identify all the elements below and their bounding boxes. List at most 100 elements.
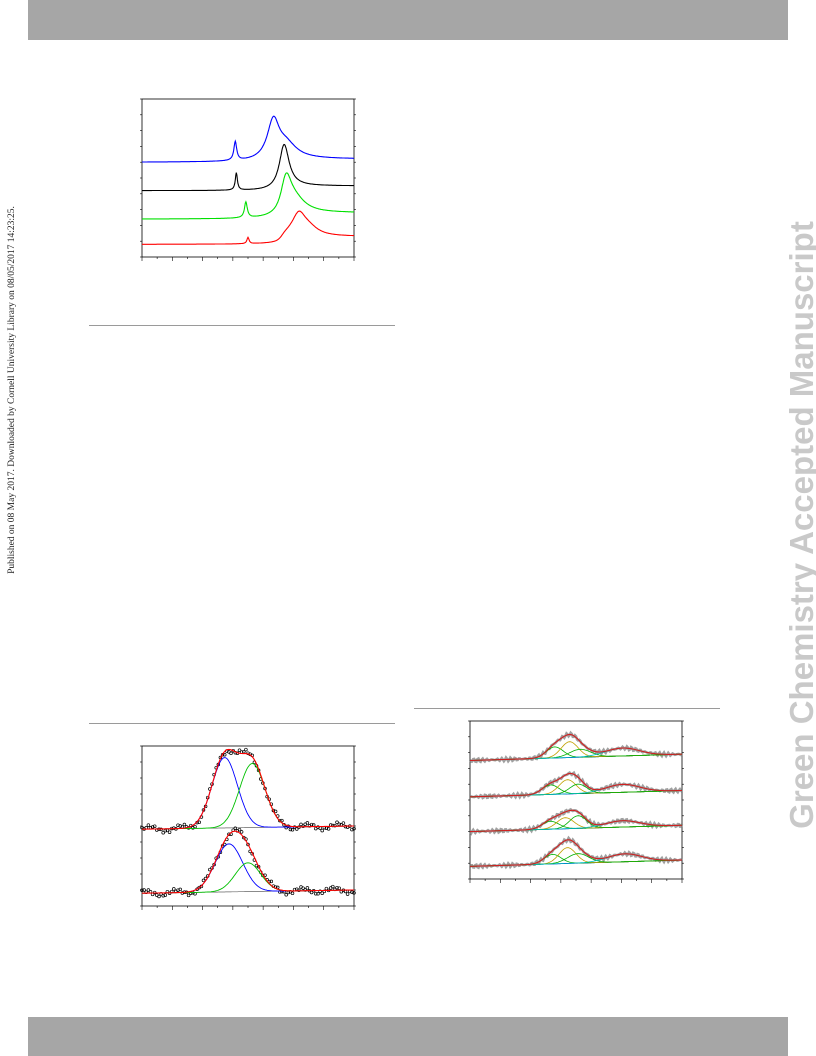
fig2-point <box>320 828 324 833</box>
fig3-envelope <box>469 839 682 867</box>
fig2-point <box>278 818 282 823</box>
fig3-envelope <box>470 809 682 833</box>
fig2-point <box>237 827 242 832</box>
fig3-envelope <box>470 733 682 762</box>
fig2-point <box>269 879 274 884</box>
fig2-point <box>197 820 201 825</box>
fig2-point <box>186 893 191 898</box>
fig2-envelope <box>142 748 354 830</box>
section-rule-2 <box>89 723 395 724</box>
fig2-point <box>227 832 231 837</box>
section-rule-1 <box>89 325 395 326</box>
fig2-point <box>142 888 146 892</box>
fig2-point <box>182 822 187 827</box>
fig2-envelope <box>142 830 354 894</box>
fig2-point <box>233 826 238 830</box>
fig3-frame <box>469 720 683 880</box>
fig2-point <box>161 830 165 835</box>
fig2-point <box>140 888 144 892</box>
fig2-stack-1 <box>140 826 356 899</box>
fig2-component-1 <box>142 757 354 830</box>
fig1-series-0 <box>142 115 354 163</box>
publication-info-text: Published on 08 May 2017. Downloaded by … <box>7 206 17 574</box>
fig2-point <box>345 892 350 896</box>
fig1-series-1 <box>142 143 354 192</box>
fig2-point <box>231 748 235 753</box>
fig2-point <box>150 825 155 829</box>
fig2-point <box>299 822 303 827</box>
fig2-component-2 <box>142 862 354 894</box>
header-bar <box>28 0 788 40</box>
fig3-data <box>468 807 684 836</box>
fig3-stack-0 <box>468 730 683 764</box>
fig2-ticks <box>140 745 356 910</box>
footer-bar <box>28 1017 788 1056</box>
fig2-point <box>178 887 182 892</box>
figure-bottom-right <box>468 720 684 883</box>
fig3-component-0 <box>469 853 683 867</box>
fig2-point <box>222 753 227 757</box>
fig2-point <box>280 818 284 823</box>
fig2-point <box>290 828 295 832</box>
fig2-point <box>335 885 339 890</box>
section-rule-3 <box>414 708 720 709</box>
publication-info: Published on 08 May 2017. Downloaded by … <box>5 120 19 660</box>
fig2-point <box>295 827 299 831</box>
fig2-point <box>239 830 244 834</box>
fig1-ticks <box>140 98 356 261</box>
figure-bottom-left <box>140 745 356 910</box>
fig2-point <box>237 748 242 752</box>
fig2-point <box>273 809 278 814</box>
fig2-point <box>314 891 318 896</box>
fig3-stack-3 <box>468 835 683 870</box>
fig2-point <box>320 891 324 895</box>
fig3-envelope <box>470 772 682 798</box>
fig2-point <box>337 886 341 890</box>
fig2-point <box>244 747 248 752</box>
fig2-point <box>341 821 346 825</box>
fig2-point <box>352 891 356 895</box>
fig2-point <box>201 878 206 883</box>
fig1-series-3 <box>142 210 354 245</box>
fig2-point <box>333 823 337 828</box>
fig2-point <box>152 824 157 828</box>
fig2-point <box>301 886 305 890</box>
fig1-series-2 <box>142 172 354 220</box>
fig2-point <box>157 894 161 899</box>
fig2-point <box>246 842 250 847</box>
fig2-point <box>278 890 282 894</box>
fig2-point <box>331 884 335 889</box>
fig2-point <box>167 830 172 834</box>
fig2-point <box>163 893 168 897</box>
fig2-point <box>335 820 339 825</box>
fig2-point <box>350 890 354 894</box>
fig2-point <box>172 887 176 891</box>
fig2-point <box>305 886 310 890</box>
fig2-point <box>309 822 314 827</box>
watermark: Green Chemistry Accepted Manuscript <box>772 221 816 829</box>
fig2-component-1 <box>142 843 354 894</box>
fig3-ticks <box>468 720 684 883</box>
fig2-component-2 <box>142 763 354 830</box>
fig2-point <box>326 827 331 831</box>
fig2-point <box>318 889 322 893</box>
watermark-text: Green Chemistry Accepted Manuscript <box>783 221 816 829</box>
fig2-point <box>331 823 335 828</box>
fig2-point <box>284 893 288 897</box>
fig2-point <box>172 826 176 830</box>
fig3-stack-1 <box>470 770 683 800</box>
fig2-point <box>352 826 356 831</box>
fig2-point <box>161 893 165 898</box>
fig2-point <box>146 823 151 827</box>
fig2-point <box>305 821 310 825</box>
fig1-frame <box>141 98 355 258</box>
fig2-stack-0 <box>140 747 356 835</box>
fig2-point <box>303 888 307 892</box>
fig2-point <box>288 827 293 832</box>
fig2-point <box>146 888 151 892</box>
fig3-stack-2 <box>468 807 684 836</box>
fig2-point <box>316 892 320 896</box>
fig2-point <box>290 891 295 896</box>
figure-top-left <box>140 98 356 261</box>
fig2-point <box>229 751 233 756</box>
